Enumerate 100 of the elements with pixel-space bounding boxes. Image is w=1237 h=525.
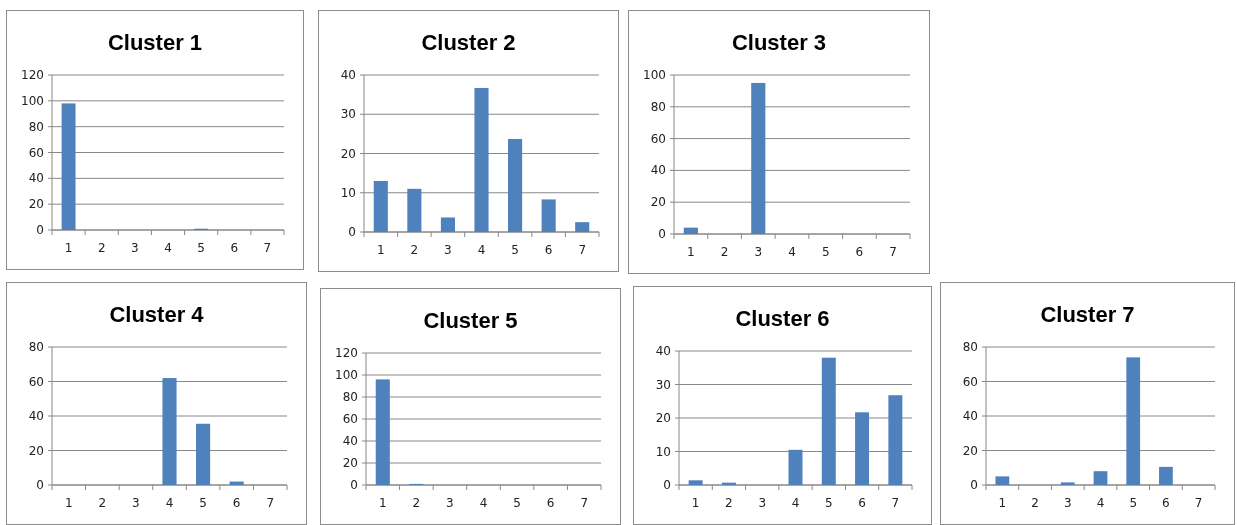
y-tick-label: 40 — [28, 171, 44, 186]
y-tick-label: 0 — [658, 227, 666, 241]
bar — [888, 395, 903, 485]
y-tick-label: 0 — [663, 478, 671, 492]
x-tick-label: 4 — [479, 496, 488, 510]
y-tick-label: 10 — [655, 444, 671, 459]
x-tick-label: 7 — [891, 496, 900, 510]
bar — [541, 199, 556, 232]
bar — [575, 222, 590, 232]
x-tick-label: 2 — [97, 241, 106, 255]
x-tick-label: 3 — [132, 496, 140, 510]
y-tick-label: 80 — [962, 340, 978, 354]
y-tick-label: 10 — [340, 185, 356, 200]
y-tick-label: 60 — [28, 374, 44, 389]
bar — [821, 357, 836, 485]
bar — [688, 480, 703, 485]
bar — [407, 188, 422, 232]
x-tick-label: 6 — [855, 245, 864, 259]
x-tick-label: 4 — [791, 496, 800, 510]
bar — [373, 180, 388, 232]
x-tick-label: 1 — [376, 243, 385, 257]
y-tick-label: 0 — [36, 223, 44, 237]
bar — [1060, 482, 1075, 485]
y-tick-label: 120 — [21, 68, 44, 82]
bar — [196, 423, 211, 485]
x-tick-label: 6 — [546, 496, 555, 510]
y-tick-label: 0 — [350, 478, 358, 492]
x-tick-label: 5 — [513, 496, 521, 510]
y-tick-label: 80 — [28, 119, 44, 134]
y-tick-label: 80 — [28, 340, 44, 354]
x-tick-label: 4 — [477, 243, 486, 257]
y-tick-label: 20 — [342, 456, 358, 470]
x-tick-label: 6 — [232, 496, 241, 510]
x-tick-label: 2 — [725, 496, 733, 510]
y-tick-label: 30 — [340, 107, 356, 122]
x-tick-label: 3 — [758, 496, 767, 510]
y-tick-label: 80 — [650, 99, 666, 114]
y-tick-label: 40 — [342, 434, 358, 448]
y-tick-label: 120 — [335, 346, 358, 360]
bar — [440, 217, 455, 232]
x-tick-label: 5 — [197, 241, 205, 255]
x-tick-label: 1 — [64, 241, 73, 255]
x-tick-label: 3 — [1063, 496, 1072, 510]
y-tick-label: 60 — [28, 145, 44, 160]
x-tick-label: 3 — [754, 245, 763, 259]
bar — [1126, 357, 1141, 485]
bar — [788, 449, 803, 485]
y-tick-label: 0 — [348, 225, 356, 239]
y-tick-label: 0 — [970, 478, 978, 492]
x-tick-label: 1 — [691, 496, 700, 510]
y-tick-label: 40 — [655, 344, 671, 358]
y-tick-label: 20 — [655, 411, 671, 425]
x-tick-label: 2 — [410, 243, 419, 257]
x-tick-label: 3 — [444, 243, 452, 257]
bar — [855, 412, 870, 485]
x-tick-label: 1 — [378, 496, 387, 510]
bar — [162, 378, 177, 485]
x-tick-label: 5 — [821, 245, 830, 259]
y-tick-label: 20 — [340, 146, 356, 161]
x-tick-label: 7 — [889, 245, 897, 259]
y-tick-label: 20 — [962, 443, 978, 458]
y-tick-label: 0 — [36, 478, 44, 492]
x-tick-label: 4 — [164, 241, 172, 255]
x-tick-label: 4 — [1096, 496, 1105, 510]
chart-title: Cluster 1 — [107, 30, 203, 55]
x-tick-label: 4 — [788, 245, 796, 259]
y-tick-label: 40 — [28, 409, 44, 423]
x-tick-label: 3 — [446, 496, 454, 510]
chart-title: Cluster 4 — [109, 302, 205, 327]
x-tick-label: 5 — [1129, 496, 1138, 510]
bar — [474, 87, 489, 232]
x-tick-label: 7 — [263, 241, 272, 255]
x-tick-label: 2 — [720, 245, 729, 259]
chart-title: Cluster 2 — [421, 30, 516, 55]
x-tick-label: 7 — [266, 496, 275, 510]
y-tick-label: 40 — [962, 409, 978, 423]
x-tick-label: 7 — [578, 243, 587, 257]
chart-title: Cluster 3 — [731, 30, 827, 55]
chart-title: Cluster 5 — [423, 308, 518, 333]
x-tick-label: 6 — [858, 496, 866, 510]
x-tick-label: 6 — [1162, 496, 1170, 510]
bar — [1093, 471, 1108, 485]
x-tick-label: 2 — [98, 496, 107, 510]
x-tick-label: 5 — [199, 496, 207, 510]
y-tick-label: 100 — [21, 93, 44, 108]
y-tick-label: 60 — [962, 374, 978, 389]
x-tick-label: 7 — [1194, 496, 1203, 510]
chart-title: Cluster 6 — [735, 306, 830, 331]
bar — [508, 138, 523, 232]
y-tick-label: 100 — [335, 368, 358, 382]
x-tick-label: 6 — [544, 243, 553, 257]
x-tick-label: 5 — [824, 496, 833, 510]
x-tick-label: 6 — [230, 241, 239, 255]
y-tick-label: 40 — [340, 68, 356, 82]
y-tick-label: 100 — [643, 68, 666, 82]
bar — [995, 476, 1010, 485]
x-tick-label: 4 — [165, 496, 174, 510]
x-tick-label: 1 — [687, 245, 695, 259]
y-tick-label: 20 — [28, 197, 44, 212]
y-tick-label: 60 — [342, 412, 358, 426]
